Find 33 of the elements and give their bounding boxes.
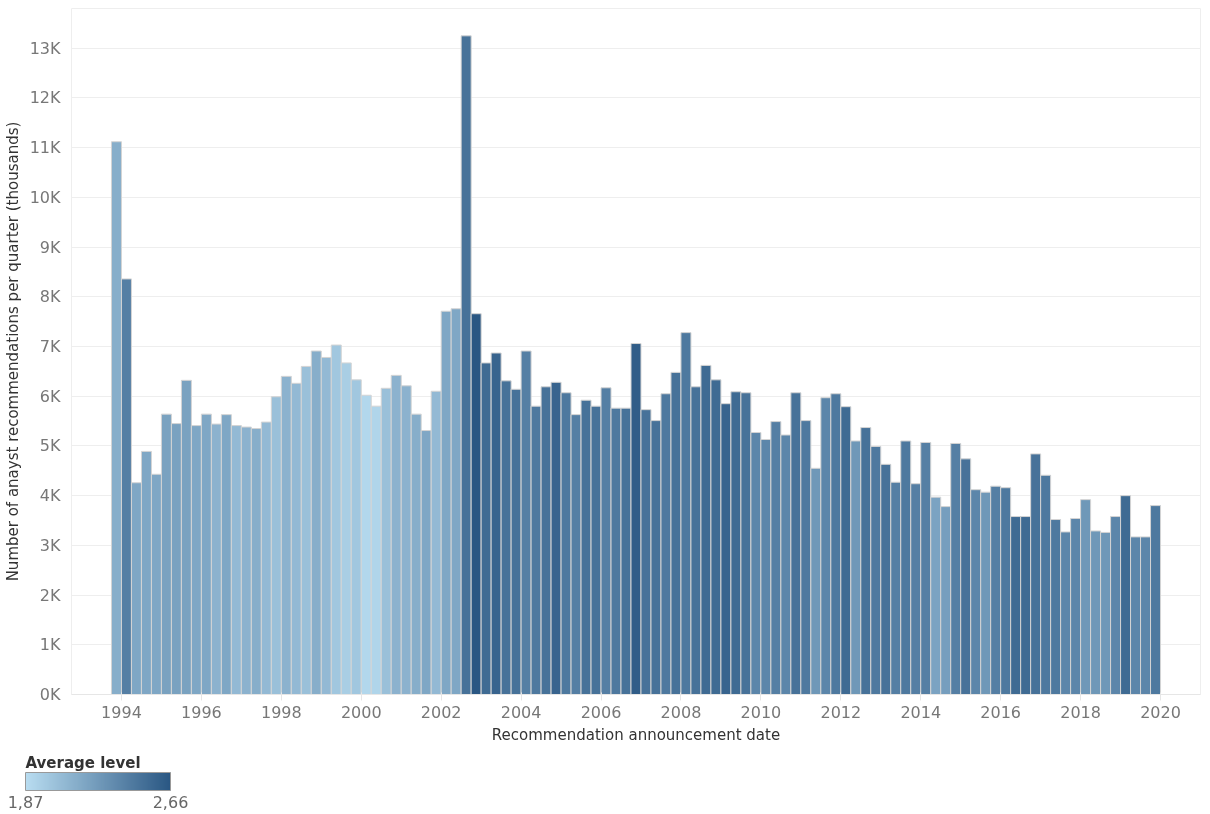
x-tick-label: 2004 <box>500 702 542 722</box>
y-tick-label: 10K <box>29 187 62 207</box>
y-tick-label: 5K <box>39 436 62 456</box>
y-tick-label: 11K <box>29 138 62 158</box>
x-tick-label: 2016 <box>980 702 1022 722</box>
y-tick-label: 1K <box>39 635 62 655</box>
x-tick-label: 2010 <box>740 702 782 722</box>
y-tick-label: 8K <box>39 287 62 307</box>
x-tick-label: 2008 <box>660 702 702 722</box>
x-tick-label: 2012 <box>820 702 862 722</box>
color-bar-label: 1,87 <box>7 792 44 812</box>
y-tick-label: 12K <box>29 88 62 108</box>
y-tick-label: 3K <box>39 535 62 555</box>
y-tick-label: 7K <box>39 337 62 357</box>
x-tick-label: 2020 <box>1140 702 1181 722</box>
x-axis-title: Recommendation announcement date <box>491 725 781 744</box>
y-axis-title: Number of anayst recommendations per quarter (thousands) <box>3 121 22 582</box>
y-tick-label: 13K <box>29 38 62 58</box>
y-tick-label: 0K <box>39 685 62 704</box>
y-tick-label: 9K <box>39 237 62 257</box>
color-bar-title: Average level <box>25 753 141 772</box>
y-tick-label: 2K <box>39 585 62 605</box>
x-tick-label: 2018 <box>1060 702 1101 722</box>
y-tick-label: 4K <box>39 486 62 506</box>
x-tick-label: 2002 <box>420 702 462 722</box>
x-tick-label: 1996 <box>181 702 222 722</box>
x-tick-label: 1998 <box>260 702 302 722</box>
x-tick-label: 2006 <box>580 702 622 722</box>
x-tick-label: 2000 <box>340 702 382 722</box>
x-tick-label: 2014 <box>900 702 942 722</box>
x-tick-label: 1994 <box>101 702 142 722</box>
y-tick-label: 6K <box>39 386 62 406</box>
color-bar-label: 2,66 <box>152 792 189 812</box>
